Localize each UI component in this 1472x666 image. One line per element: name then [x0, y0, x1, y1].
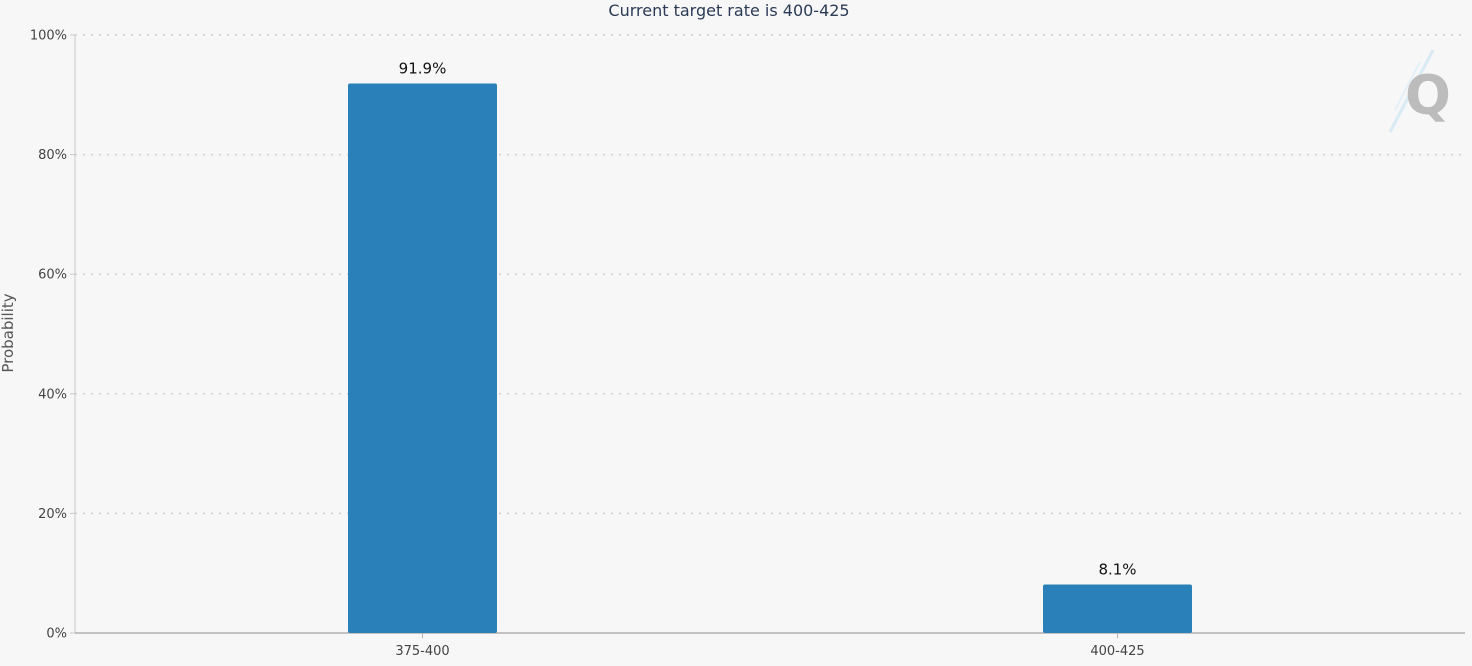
data-label: 91.9%	[399, 59, 447, 77]
y-tick-label: 0%	[46, 627, 67, 642]
data-label: 8.1%	[1098, 561, 1136, 579]
y-axis-tick-labels: 0% 20% 40% 60% 80% 100%	[30, 29, 75, 642]
y-tick-label: 20%	[38, 507, 67, 522]
svg-text:Q: Q	[1405, 64, 1451, 127]
chart-title: Current target rate is 400-425	[608, 1, 849, 20]
x-axis-tick-labels: 375-400 400-425	[395, 633, 1145, 659]
y-tick-label: 100%	[30, 29, 67, 44]
bar-400-425[interactable]	[1043, 584, 1192, 633]
quikstrike-q-logo-icon: Q	[1388, 49, 1451, 133]
bar-375-400[interactable]	[348, 83, 497, 634]
x-tick-label: 375-400	[395, 644, 449, 659]
grid-lines	[75, 34, 1465, 515]
bars	[348, 83, 1192, 634]
x-tick-label: 400-425	[1090, 644, 1144, 659]
y-tick-label: 60%	[38, 268, 67, 283]
y-axis-label: Probability	[0, 293, 17, 372]
y-tick-label: 40%	[38, 387, 67, 402]
y-tick-label: 80%	[38, 148, 67, 163]
data-labels: 91.9% 8.1%	[399, 59, 1137, 578]
